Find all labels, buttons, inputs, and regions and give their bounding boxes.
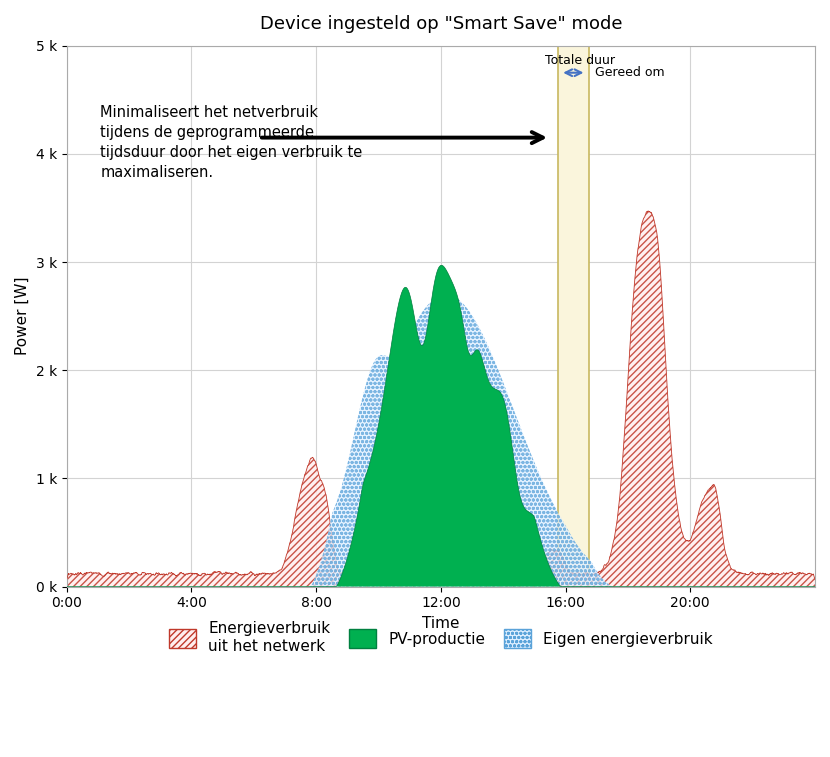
Title: Device ingesteld op "Smart Save" mode: Device ingesteld op "Smart Save" mode [260,15,622,33]
Text: Totale duur: Totale duur [544,54,615,67]
Bar [558,45,589,587]
Text: Minimaliseert het netverbruik
tijdens de geprogrammeerde
tijdsduur door het eige: Minimaliseert het netverbruik tijdens de… [100,105,363,179]
Y-axis label: Power [W]: Power [W] [15,277,30,355]
Text: Gereed om: Gereed om [595,66,665,79]
X-axis label: Time: Time [422,615,460,631]
Legend: Energieverbruik
uit het netwerk, PV-productie, Eigen energieverbruik: Energieverbruik uit het netwerk, PV-prod… [163,615,720,660]
